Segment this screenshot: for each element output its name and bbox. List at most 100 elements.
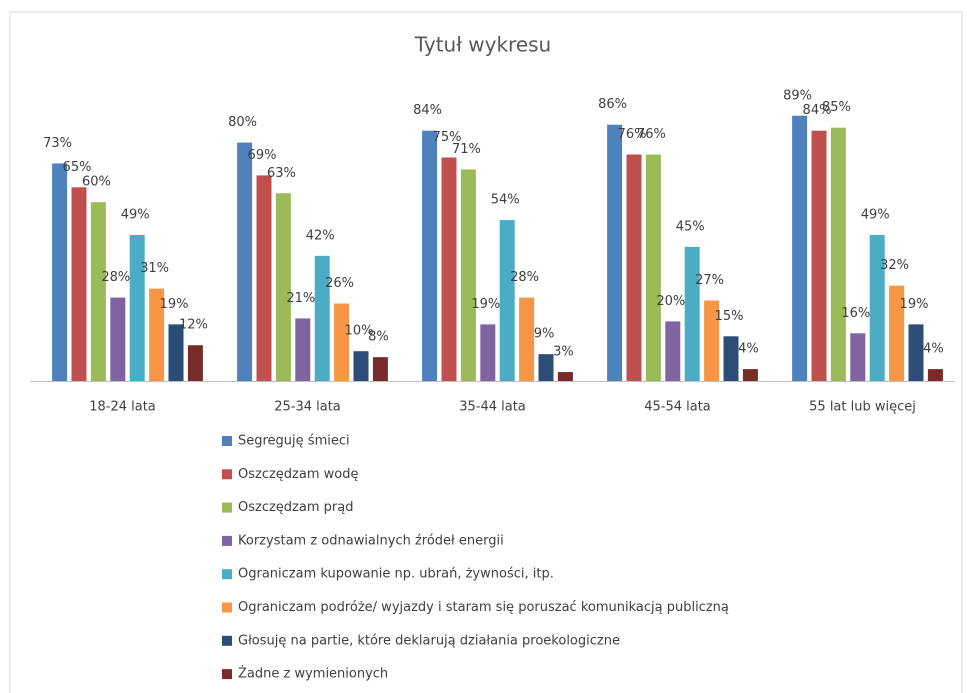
data-label: 3% (553, 345, 574, 360)
bar (538, 354, 554, 381)
legend-label: Żadne z wymienionych (238, 666, 388, 682)
x-tick-label: 55 lat lub więcej (809, 400, 916, 415)
data-label: 49% (861, 207, 890, 222)
legend-swatch (222, 469, 232, 480)
bar (110, 297, 126, 381)
data-label: 84% (803, 103, 832, 118)
legend-label: Korzystam z odnawialnych źródeł energii (238, 533, 504, 548)
legend-swatch (222, 602, 232, 613)
data-label: 8% (368, 330, 389, 345)
data-label: 19% (160, 297, 189, 312)
bar (275, 193, 291, 381)
legend-label: Oszczędzam wodę (238, 467, 358, 482)
data-label: 9% (534, 327, 555, 342)
data-label: 45% (676, 219, 705, 234)
bar (149, 288, 165, 381)
bar (792, 115, 808, 381)
legend-label: Ograniczam kupowanie np. ubrań, żywności… (238, 567, 554, 582)
data-label: 84% (413, 103, 442, 118)
data-label: 32% (880, 258, 909, 273)
legend-swatch (222, 669, 232, 680)
bar (168, 324, 184, 381)
data-label: 76% (637, 127, 666, 142)
bar (52, 163, 68, 381)
bar (889, 285, 905, 381)
bar (723, 336, 739, 381)
bar (557, 372, 573, 381)
data-label: 16% (841, 306, 870, 321)
chart-title: Tytuł wykresu (414, 33, 551, 57)
bar (129, 234, 145, 381)
bar (460, 169, 476, 381)
legend-label: Głosuję na partie, które deklarują dział… (238, 633, 620, 648)
bar (237, 142, 253, 381)
bar (830, 127, 846, 381)
bar (665, 321, 681, 381)
legend-label: Segreguję śmieci (238, 434, 350, 449)
bar (422, 130, 438, 381)
data-label: 71% (452, 142, 481, 157)
bar (314, 255, 330, 381)
bar (645, 154, 661, 381)
bar (607, 124, 623, 381)
bar (441, 157, 457, 381)
legend-swatch (222, 569, 232, 580)
x-tick-label: 25-34 lata (274, 400, 341, 415)
x-tick-label: 35-44 lata (459, 400, 526, 415)
bar (684, 246, 700, 381)
data-label: 76% (618, 127, 647, 142)
legend-swatch (222, 436, 232, 446)
data-label: 49% (121, 207, 150, 222)
data-label: 73% (43, 136, 72, 151)
bar (187, 345, 203, 381)
data-label: 19% (900, 297, 929, 312)
bar (372, 357, 388, 381)
legend-swatch (222, 635, 232, 646)
bar (256, 175, 272, 381)
data-label: 42% (306, 228, 335, 243)
data-label: 28% (101, 270, 130, 285)
x-tick-label: 18-24 lata (89, 400, 156, 415)
data-label: 86% (598, 97, 627, 112)
data-label: 26% (325, 276, 354, 291)
data-label: 15% (715, 309, 744, 324)
data-label: 28% (510, 270, 539, 285)
legend-label: Ograniczam podróże/ wyjazdy i staram się… (238, 600, 729, 615)
bar (295, 318, 311, 381)
data-label: 12% (179, 318, 208, 333)
bar (927, 369, 943, 381)
data-label: 4% (923, 342, 944, 357)
data-label: 10% (345, 324, 374, 339)
data-label: 65% (63, 160, 92, 175)
data-label: 20% (656, 294, 685, 309)
data-label: 4% (738, 342, 759, 357)
bar (71, 187, 87, 381)
bar (90, 202, 106, 381)
bar (499, 220, 515, 381)
legend-swatch (222, 502, 232, 513)
data-label: 85% (822, 100, 851, 115)
data-label: 19% (471, 297, 500, 312)
bar (850, 333, 866, 381)
bar (869, 234, 885, 381)
bar (353, 351, 369, 381)
bar (908, 324, 924, 381)
bar (811, 130, 827, 381)
legend-label: Oszczędzam prąd (238, 500, 353, 515)
bar (742, 369, 758, 381)
bar (704, 300, 720, 381)
data-label: 21% (286, 291, 315, 306)
legend-swatch (222, 535, 232, 546)
data-label: 54% (491, 193, 520, 208)
data-label: 63% (267, 166, 296, 181)
bar (480, 324, 496, 381)
data-label: 31% (140, 261, 169, 276)
data-label: 69% (248, 148, 277, 163)
data-label: 75% (433, 130, 462, 145)
bar (519, 297, 535, 381)
data-label: 60% (82, 175, 111, 190)
bar (626, 154, 642, 381)
data-label: 89% (783, 88, 812, 103)
bar (334, 303, 350, 381)
